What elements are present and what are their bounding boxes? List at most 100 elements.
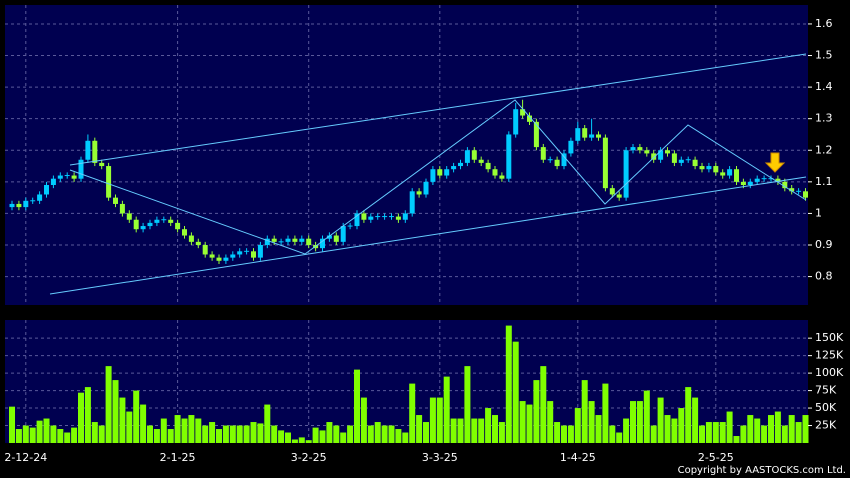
candle-body xyxy=(754,178,760,182)
volume-bar xyxy=(581,380,588,443)
volume-bar xyxy=(678,408,685,443)
channel-upper xyxy=(69,53,807,166)
candle-body xyxy=(271,238,277,242)
volume-bar xyxy=(15,429,22,443)
candle-body xyxy=(464,150,470,163)
candle-body xyxy=(499,175,505,179)
candle-body xyxy=(589,134,595,138)
candle-body xyxy=(575,128,581,141)
candle-body xyxy=(740,181,746,185)
volume-bar xyxy=(153,429,160,443)
volume-bar xyxy=(781,425,788,443)
candle-body xyxy=(665,150,670,154)
volume-bar xyxy=(126,411,133,443)
candle-body xyxy=(257,245,263,258)
candle-body xyxy=(278,241,284,243)
y-tick-label: 1.4 xyxy=(815,80,833,93)
candle-body xyxy=(561,153,567,167)
candle-body xyxy=(458,162,463,167)
candle-body xyxy=(154,219,160,223)
candle-body xyxy=(230,254,236,258)
price-panel xyxy=(5,5,808,305)
candle-body xyxy=(582,128,588,138)
candle-body xyxy=(395,216,401,220)
candle-body xyxy=(492,169,498,176)
candle-body xyxy=(554,159,560,167)
volume-bar xyxy=(788,415,795,443)
volume-bar xyxy=(561,425,567,443)
y-tick-label: 25K xyxy=(815,419,837,432)
candle-body xyxy=(9,203,15,208)
candle-body xyxy=(23,200,29,208)
candle-body xyxy=(71,175,77,179)
x-tick-label: 2-5-25 xyxy=(698,451,734,464)
candle-body xyxy=(347,225,353,227)
volume-bar xyxy=(78,392,84,443)
volume-bar xyxy=(188,415,195,443)
candle-body xyxy=(602,137,608,189)
volume-bar xyxy=(57,429,64,443)
candle-body xyxy=(409,191,415,214)
volume-bar xyxy=(112,380,119,443)
trend-lines xyxy=(49,53,807,295)
volume-bar xyxy=(754,418,761,443)
volume-bar xyxy=(374,422,381,443)
volume-bar xyxy=(402,432,409,443)
candle-body xyxy=(237,251,243,255)
volume-bar xyxy=(795,422,802,443)
candle-body xyxy=(734,169,739,182)
volume-bar xyxy=(98,425,105,443)
candle-body xyxy=(147,222,153,227)
volume-bar xyxy=(423,422,429,443)
volume-bar xyxy=(285,432,291,443)
y-tick-label: 1.5 xyxy=(815,49,833,62)
volume-bar xyxy=(333,425,340,443)
candle-body xyxy=(630,147,636,151)
y-tick-label: 125K xyxy=(815,349,844,362)
candle-body xyxy=(596,134,601,138)
candle-body xyxy=(85,140,91,160)
y-tick-label: 1.1 xyxy=(815,175,833,188)
candle-body xyxy=(747,181,753,185)
x-tick-label: 2-1-25 xyxy=(160,451,196,464)
volume-bar xyxy=(761,425,768,443)
candle-body xyxy=(57,175,63,179)
volume-bar xyxy=(222,425,229,443)
candle-body xyxy=(16,203,22,208)
candle-body xyxy=(609,188,615,195)
x-tick-label: 3-2-25 xyxy=(291,451,327,464)
volume-bar xyxy=(505,325,512,443)
candle-body xyxy=(223,257,229,261)
candle-body xyxy=(140,226,146,230)
volume-bar xyxy=(457,418,464,443)
candle-body xyxy=(568,140,574,154)
candle-body xyxy=(244,250,250,252)
candle-body xyxy=(106,166,112,198)
candle-body xyxy=(37,194,43,201)
candle-body xyxy=(292,238,298,242)
arrow-marker xyxy=(764,152,786,173)
volume-bar xyxy=(133,390,140,443)
candle-body xyxy=(678,159,684,163)
candle-body xyxy=(485,162,491,170)
volume-bar xyxy=(257,423,264,443)
volume-bar xyxy=(64,432,71,443)
volume-bar xyxy=(271,425,278,443)
candle-body xyxy=(616,194,622,198)
candle-body xyxy=(720,172,726,176)
candle-body xyxy=(30,200,36,202)
candle-body xyxy=(78,159,84,179)
candle-body xyxy=(478,159,484,163)
volume-bar xyxy=(167,429,174,443)
volume-bar xyxy=(409,383,416,443)
candle-body xyxy=(361,213,367,220)
volume-bar xyxy=(278,430,285,443)
candle-body xyxy=(264,238,270,245)
volume-bar xyxy=(492,415,498,443)
volume-bar xyxy=(616,432,623,443)
candle-body xyxy=(168,219,174,223)
candle-body xyxy=(713,166,719,173)
candle-body xyxy=(658,150,664,160)
